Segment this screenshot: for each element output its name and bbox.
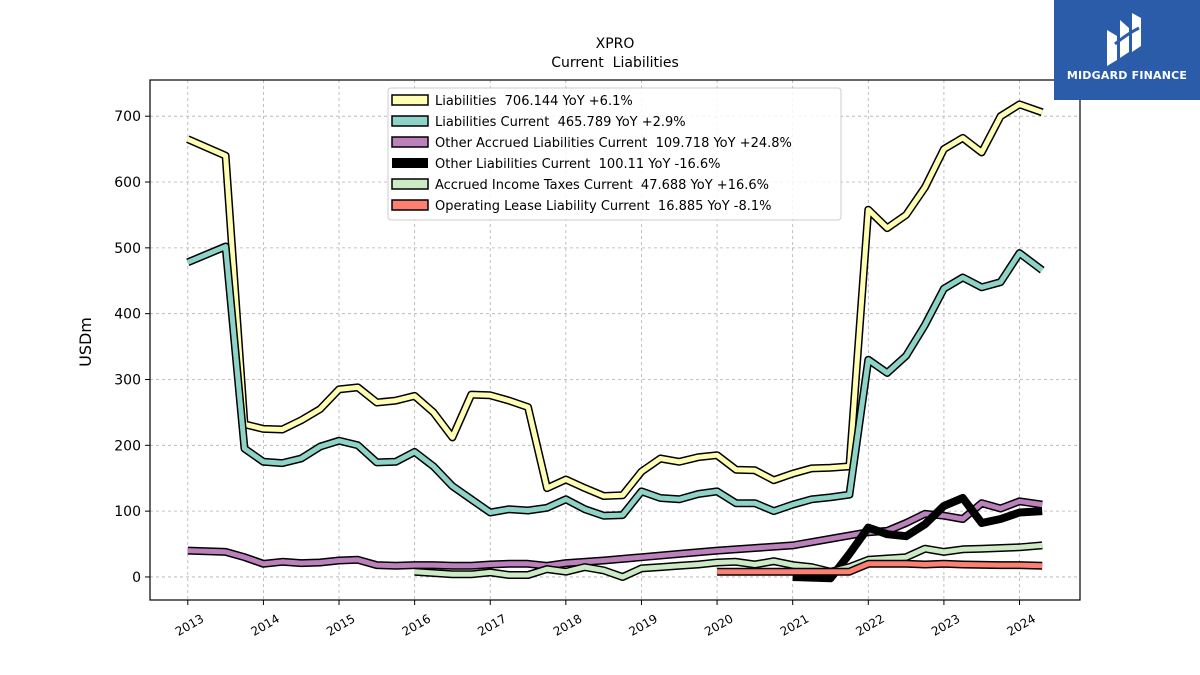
chart-subtitle: Current Liabilities xyxy=(551,55,679,71)
legend-swatch xyxy=(391,178,429,190)
legend-item: Operating Lease Liability Current 16.885… xyxy=(391,199,772,214)
y-tick-label: 500 xyxy=(114,241,141,257)
legend-label: Other Accrued Liabilities Current 109.71… xyxy=(435,136,792,151)
legend-swatch xyxy=(391,94,429,106)
y-tick-label: 300 xyxy=(114,372,141,388)
legend-item: Liabilities 706.144 YoY +6.1% xyxy=(391,94,633,109)
legend-label: Other Liabilities Current 100.11 YoY -16… xyxy=(435,157,721,172)
legend-item: Other Liabilities Current 100.11 YoY -16… xyxy=(392,157,721,172)
legend-swatch xyxy=(391,136,429,148)
chart-legend: Liabilities 706.144 YoY +6.1% Liabilities… xyxy=(387,87,842,221)
y-tick-label: 700 xyxy=(114,109,141,125)
chart-title: XPRO xyxy=(596,36,635,52)
legend-swatch xyxy=(391,115,429,127)
legend-item: Other Accrued Liabilities Current 109.71… xyxy=(391,136,792,151)
legend-box xyxy=(387,87,842,221)
legend-label: Liabilities 706.144 YoY +6.1% xyxy=(435,94,633,109)
y-tick-label: 200 xyxy=(114,438,141,454)
legend-swatch xyxy=(391,199,429,211)
legend-item: Liabilities Current 465.789 YoY +2.9% xyxy=(391,115,686,130)
brand-logo: MIDGARD FINANCE xyxy=(1054,0,1200,100)
series-line xyxy=(717,561,1043,575)
legend-label: Liabilities Current 465.789 YoY +2.9% xyxy=(435,115,686,130)
series-2 xyxy=(186,242,1045,520)
y-tick-label: 400 xyxy=(114,307,141,323)
series-line xyxy=(186,244,1044,519)
legend-item: Accrued Income Taxes Current 47.688 YoY … xyxy=(391,178,769,193)
plot-frame xyxy=(149,79,1081,601)
y-axis-label: USDm xyxy=(76,317,95,367)
legend-label: Accrued Income Taxes Current 47.688 YoY … xyxy=(435,178,769,193)
y-tick-label: 0 xyxy=(132,570,141,586)
series-line xyxy=(186,101,1044,499)
legend-label: Operating Lease Liability Current 16.885… xyxy=(435,199,772,214)
y-tick-label: 100 xyxy=(114,504,141,520)
logo-text: MIDGARD FINANCE xyxy=(1066,69,1188,82)
series-line xyxy=(414,542,1043,580)
series-6 xyxy=(717,559,1043,576)
series-1 xyxy=(186,100,1044,500)
legend-swatch xyxy=(392,158,428,168)
y-tick-label: 600 xyxy=(114,175,141,191)
series-5 xyxy=(414,541,1043,581)
series-layer xyxy=(186,100,1045,583)
logo-mark-icon xyxy=(1107,13,1141,66)
